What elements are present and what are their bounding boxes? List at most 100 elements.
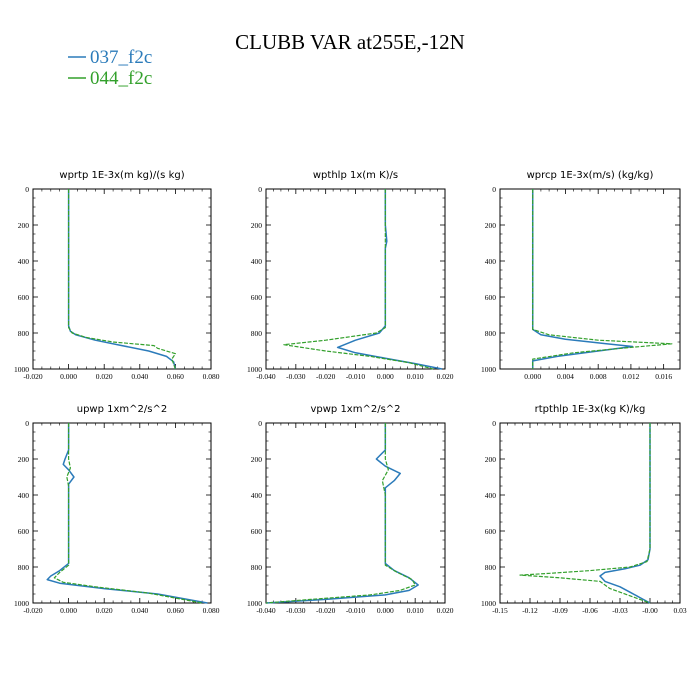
y-tick-label: 800 — [251, 329, 263, 338]
panel-3: wprcp 1E-3x(m/s) (kg/kg) 0.000 0.004 0.008 0… — [481, 170, 681, 381]
panel-1: wprtp 1E-3x(m kg)/(s kg) -0.020 0.000 0.020… — [14, 170, 220, 381]
x-tick-label: -0.15 — [492, 606, 508, 615]
x-tick-label: 0.004 — [557, 372, 574, 381]
panel-title: wprtp 1E-3x(m kg)/(s kg) — [59, 170, 184, 181]
y-tick-label: 600 — [18, 293, 30, 302]
series-line-037_f2c — [599, 423, 651, 604]
x-tick-label: -0.06 — [582, 606, 598, 615]
x-tick-label: -0.09 — [552, 606, 568, 615]
plot-frame — [265, 188, 446, 370]
y-tick-label: 800 — [18, 329, 30, 338]
y-tick-label: 0 — [258, 185, 262, 194]
panel-title: wpthlp 1x(m K)/s — [313, 170, 398, 181]
x-tick-label: 0.016 — [655, 372, 672, 381]
x-tick-label: 0.040 — [131, 606, 148, 615]
x-tick-label: 0.000 — [377, 606, 394, 615]
series-line-044_f2c — [532, 189, 673, 369]
series-line-037_f2c — [67, 189, 177, 370]
x-tick-label: 0.020 — [96, 606, 113, 615]
x-tick-label: 0.020 — [437, 606, 454, 615]
series-line-044_f2c — [265, 423, 416, 604]
x-tick-label: 0.060 — [167, 606, 184, 615]
series-line-044_f2c — [68, 189, 176, 370]
y-tick-label: 400 — [485, 491, 497, 500]
x-tick-label: -0.020 — [316, 372, 336, 381]
x-tick-label: -0.040 — [256, 606, 276, 615]
y-tick-label: 400 — [251, 491, 263, 500]
plot-frame — [32, 422, 212, 604]
x-tick-label: 0.020 — [437, 372, 454, 381]
x-tick-label: 0.040 — [131, 372, 148, 381]
x-tick-label: 0.080 — [203, 372, 220, 381]
panel-title: upwp 1xm^2/s^2 — [77, 404, 167, 415]
x-tick-label: -0.020 — [23, 372, 43, 381]
y-tick-label: 0 — [492, 185, 496, 194]
y-tick-label: 200 — [251, 455, 263, 464]
y-tick-label: 600 — [18, 527, 30, 536]
x-tick-label: 0.000 — [60, 372, 77, 381]
x-tick-label: 0.080 — [203, 606, 220, 615]
x-tick-label: 0.060 — [167, 372, 184, 381]
series-line-037_f2c — [531, 189, 634, 369]
x-tick-label: -0.00 — [642, 606, 658, 615]
y-tick-label: 200 — [485, 455, 497, 464]
figure-title: CLUBB VAR at255E,-12N — [235, 30, 465, 54]
y-tick-label: 1000 — [247, 365, 262, 374]
x-tick-label: 0.000 — [377, 372, 394, 381]
panel-4: upwp 1xm^2/s^2 -0.020 0.000 0.020 0.040 0.060… — [14, 404, 220, 615]
y-tick-label: 600 — [485, 293, 497, 302]
x-tick-label: -0.010 — [346, 606, 366, 615]
x-tick-label: -0.030 — [286, 606, 306, 615]
y-tick-label: 0 — [25, 185, 29, 194]
x-tick-label: 0.008 — [590, 372, 607, 381]
legend-label-037_f2c: 037_f2c — [90, 47, 152, 68]
legend-label-044_f2c: 044_f2c — [90, 68, 152, 89]
panel-title: rtpthlp 1E-3x(kg K)/kg — [535, 404, 646, 415]
y-tick-label: 800 — [485, 329, 497, 338]
y-tick-label: 200 — [18, 455, 30, 464]
x-tick-label: 0.010 — [407, 606, 424, 615]
y-tick-label: 0 — [258, 419, 262, 428]
series-line-037_f2c — [336, 189, 443, 370]
y-tick-label: 400 — [251, 257, 263, 266]
x-tick-label: 0.010 — [407, 372, 424, 381]
y-tick-label: 200 — [485, 221, 497, 230]
y-tick-label: 600 — [485, 527, 497, 536]
series-line-037_f2c — [46, 423, 208, 604]
y-tick-label: 200 — [18, 221, 30, 230]
panel-5: vpwp 1xm^2/s^2 -0.040 -0.030 -0.020 -0.010 0.… — [247, 404, 454, 615]
y-tick-label: 800 — [251, 563, 263, 572]
y-tick-label: 400 — [485, 257, 497, 266]
panel-2: wpthlp 1x(m K)/s -0.040 -0.030 -0.020 -0.010… — [247, 170, 454, 381]
y-tick-label: 1000 — [14, 365, 29, 374]
x-tick-label: -0.03 — [612, 606, 628, 615]
y-tick-label: 0 — [492, 419, 496, 428]
y-tick-label: 0 — [25, 419, 29, 428]
x-tick-label: -0.010 — [346, 372, 366, 381]
x-tick-label: -0.12 — [522, 606, 538, 615]
x-tick-label: 0.000 — [60, 606, 77, 615]
series-line-037_f2c — [265, 423, 419, 604]
panel-title: wprcp 1E-3x(m/s) (kg/kg) — [527, 170, 654, 181]
y-tick-label: 1000 — [481, 365, 496, 374]
panels: wprtp 1E-3x(m kg)/(s kg) -0.020 0.000 0.020… — [14, 170, 687, 615]
y-tick-label: 400 — [18, 257, 30, 266]
x-tick-label: 0.020 — [96, 372, 113, 381]
series-line-044_f2c — [283, 189, 434, 370]
x-tick-label: 0.000 — [524, 372, 541, 381]
y-tick-label: 1000 — [14, 599, 29, 608]
series-line-044_f2c — [53, 423, 203, 604]
y-tick-label: 600 — [251, 293, 263, 302]
y-tick-label: 1000 — [247, 599, 262, 608]
plot-frame — [32, 188, 212, 370]
plot-frame — [265, 422, 446, 604]
x-tick-label: -0.020 — [23, 606, 43, 615]
y-tick-label: 800 — [18, 563, 30, 572]
series-line-044_f2c — [519, 423, 651, 604]
x-tick-label: -0.030 — [286, 372, 306, 381]
y-tick-label: 600 — [251, 527, 263, 536]
plot-frame — [499, 422, 681, 604]
x-tick-label: -0.040 — [256, 372, 276, 381]
